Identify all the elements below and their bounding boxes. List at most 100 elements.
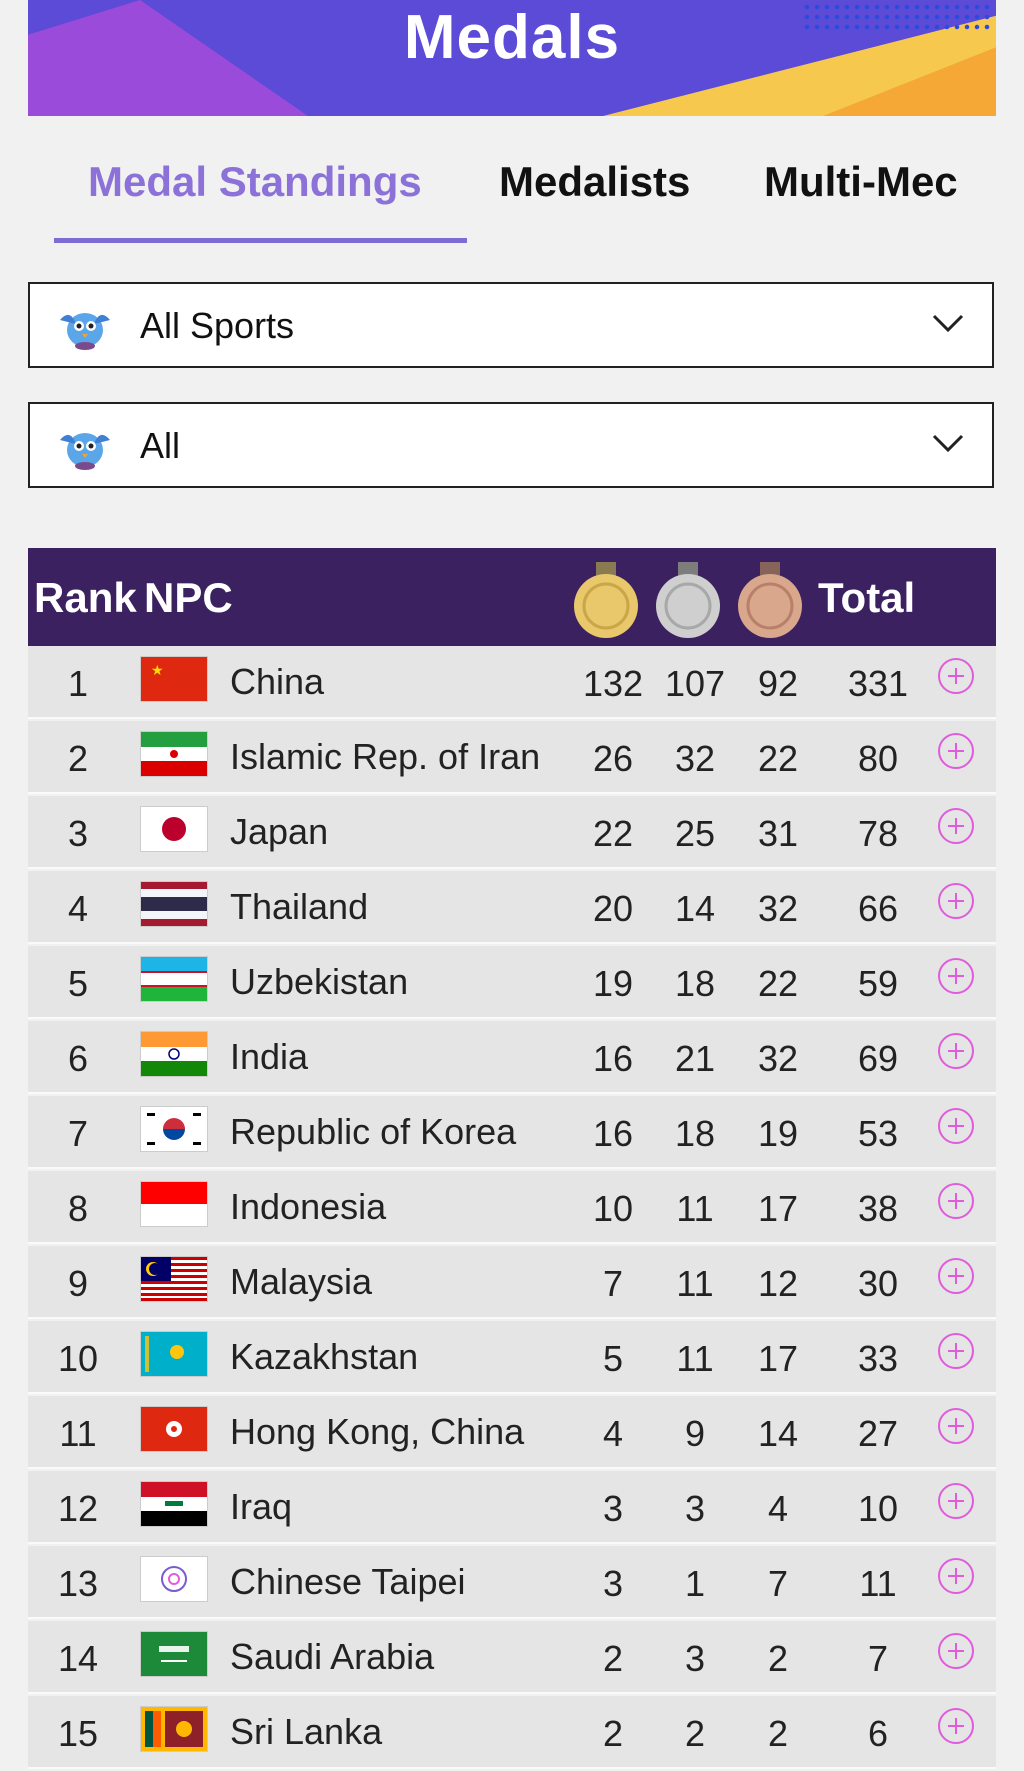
expand-plus-icon[interactable] xyxy=(938,658,974,694)
expand-plus-icon[interactable] xyxy=(938,1333,974,1369)
npc-name[interactable]: India xyxy=(230,1036,309,1077)
expand-plus-icon[interactable] xyxy=(938,733,974,769)
gold-count: 16 xyxy=(592,1038,634,1079)
expand-plus-icon[interactable] xyxy=(938,1483,974,1519)
expand-plus-icon[interactable] xyxy=(938,1108,974,1144)
silver-count: 3 xyxy=(684,1488,706,1529)
rank-cell: 4 xyxy=(67,888,89,929)
expand-plus-icon[interactable] xyxy=(938,1558,974,1594)
rank-cell: 7 xyxy=(67,1113,89,1154)
table-row[interactable]: 8 Indonesia 10 11 17 38 xyxy=(28,1171,996,1244)
table-row[interactable]: 14 Saudi Arabia 2 3 2 7 xyxy=(28,1621,996,1694)
rank-cell: 5 xyxy=(67,963,89,1004)
npc-name[interactable]: Kazakhstan xyxy=(230,1336,419,1377)
mascot-icon xyxy=(60,433,110,470)
silver-count: 18 xyxy=(674,963,716,1004)
bronze-count: 12 xyxy=(757,1263,799,1304)
rank-column-header[interactable]: Rank xyxy=(34,574,137,621)
npc-name[interactable]: Japan xyxy=(230,811,329,852)
total-count: 27 xyxy=(857,1413,899,1454)
gold-count: 132 xyxy=(582,663,644,704)
npc-column-header[interactable]: NPC xyxy=(144,574,233,621)
total-count: 10 xyxy=(857,1488,899,1529)
expand-plus-icon[interactable] xyxy=(938,1183,974,1219)
tab-medal-standings[interactable]: Medal Standings xyxy=(88,158,422,205)
table-row[interactable]: 4 Thailand 20 14 32 66 xyxy=(28,871,996,944)
rank-cell: 10 xyxy=(57,1338,99,1379)
table-row[interactable]: 7 Republic of Korea 16 18 19 53 xyxy=(28,1096,996,1169)
table-row[interactable]: 9 Malaysia 7 11 12 30 xyxy=(28,1246,996,1319)
rank-cell: 8 xyxy=(67,1188,89,1229)
tab-bar: Medal Standings Medalists Multi-Mec xyxy=(0,120,1024,250)
expand-plus-icon[interactable] xyxy=(938,1408,974,1444)
tab-medalists[interactable]: Medalists xyxy=(499,158,691,205)
npc-name[interactable]: Thailand xyxy=(230,886,369,927)
table-row[interactable]: 10 Kazakhstan 5 11 17 33 xyxy=(28,1321,996,1394)
npc-name[interactable]: Indonesia xyxy=(230,1186,387,1227)
medal-table-body: 1 ★ China 132 107 92 331 2 Islamic Rep. … xyxy=(28,646,996,1771)
table-row[interactable]: 5 Uzbekistan 19 18 22 59 xyxy=(28,946,996,1019)
npc-name[interactable]: China xyxy=(230,661,325,702)
total-count: 33 xyxy=(857,1338,899,1379)
table-row[interactable]: 12 Iraq 3 3 4 10 xyxy=(28,1471,996,1544)
gold-count: 2 xyxy=(602,1638,624,1679)
expand-plus-icon[interactable] xyxy=(938,1708,974,1744)
table-row[interactable]: 1 ★ China 132 107 92 331 xyxy=(28,646,996,719)
total-count: 30 xyxy=(857,1263,899,1304)
npc-name[interactable]: Islamic Rep. of Iran xyxy=(230,736,541,777)
npc-name[interactable]: Sri Lanka xyxy=(230,1711,383,1752)
rank-cell: 13 xyxy=(57,1563,99,1604)
expand-plus-icon[interactable] xyxy=(938,1033,974,1069)
table-row[interactable]: 15 Sri Lanka 2 2 2 6 xyxy=(28,1696,996,1769)
npc-name[interactable]: Republic of Korea xyxy=(230,1111,517,1152)
bronze-count: 14 xyxy=(757,1413,799,1454)
expand-plus-icon[interactable] xyxy=(938,1258,974,1294)
svg-text:★: ★ xyxy=(151,663,164,679)
silver-count: 3 xyxy=(684,1638,706,1679)
expand-plus-icon[interactable] xyxy=(938,1633,974,1669)
table-row[interactable]: 11 Hong Kong, China 4 9 14 27 xyxy=(28,1396,996,1469)
gold-count: 7 xyxy=(602,1263,624,1304)
tab-multi-medalists[interactable]: Multi-Mec xyxy=(764,158,958,205)
expand-plus-icon[interactable] xyxy=(938,883,974,919)
gold-count: 5 xyxy=(602,1338,624,1379)
total-count: 66 xyxy=(857,888,899,929)
silver-count: 18 xyxy=(674,1113,716,1154)
npc-name[interactable]: Chinese Taipei xyxy=(230,1561,466,1602)
silver-count: 107 xyxy=(664,663,726,704)
rank-cell: 14 xyxy=(57,1638,99,1679)
bronze-count: 31 xyxy=(757,813,799,854)
flag-malaysia-icon xyxy=(141,1257,207,1301)
npc-name[interactable]: Uzbekistan xyxy=(230,961,409,1002)
table-row[interactable]: 13 Chinese Taipei 3 1 7 11 xyxy=(28,1546,996,1619)
npc-name[interactable]: Malaysia xyxy=(230,1261,373,1302)
bronze-medal-icon[interactable] xyxy=(736,562,804,640)
flag-iraq-icon xyxy=(141,1482,207,1526)
gold-medal-icon[interactable] xyxy=(572,562,640,640)
npc-name[interactable]: Saudi Arabia xyxy=(230,1636,435,1677)
gold-count: 4 xyxy=(602,1413,624,1454)
total-count: 38 xyxy=(857,1188,899,1229)
category-filter-dropdown[interactable]: All xyxy=(28,402,994,488)
expand-plus-icon[interactable] xyxy=(938,958,974,994)
table-row[interactable]: 3 Japan 22 25 31 78 xyxy=(28,796,996,869)
silver-count: 11 xyxy=(676,1188,714,1229)
total-column-header[interactable]: Total xyxy=(818,574,916,621)
bronze-count: 22 xyxy=(757,738,799,779)
table-row[interactable]: 2 Islamic Rep. of Iran 26 32 22 80 xyxy=(28,721,996,794)
chevron-down-icon xyxy=(932,434,964,453)
table-row[interactable]: 6 India 16 21 32 69 xyxy=(28,1021,996,1094)
npc-name[interactable]: Iraq xyxy=(230,1486,293,1527)
flag-kazakhstan-icon xyxy=(141,1332,207,1376)
silver-medal-icon[interactable] xyxy=(654,562,722,640)
npc-name[interactable]: Hong Kong, China xyxy=(230,1411,525,1452)
flag-korea-icon xyxy=(141,1107,207,1151)
rank-cell: 9 xyxy=(67,1263,89,1304)
sport-filter-dropdown[interactable]: All Sports xyxy=(28,282,994,368)
rank-cell: 15 xyxy=(57,1713,99,1754)
bronze-count: 7 xyxy=(767,1563,789,1604)
expand-plus-icon[interactable] xyxy=(938,808,974,844)
chevron-down-icon xyxy=(932,314,964,333)
bronze-count: 2 xyxy=(767,1638,789,1679)
flag-hong-kong-icon xyxy=(141,1407,207,1451)
